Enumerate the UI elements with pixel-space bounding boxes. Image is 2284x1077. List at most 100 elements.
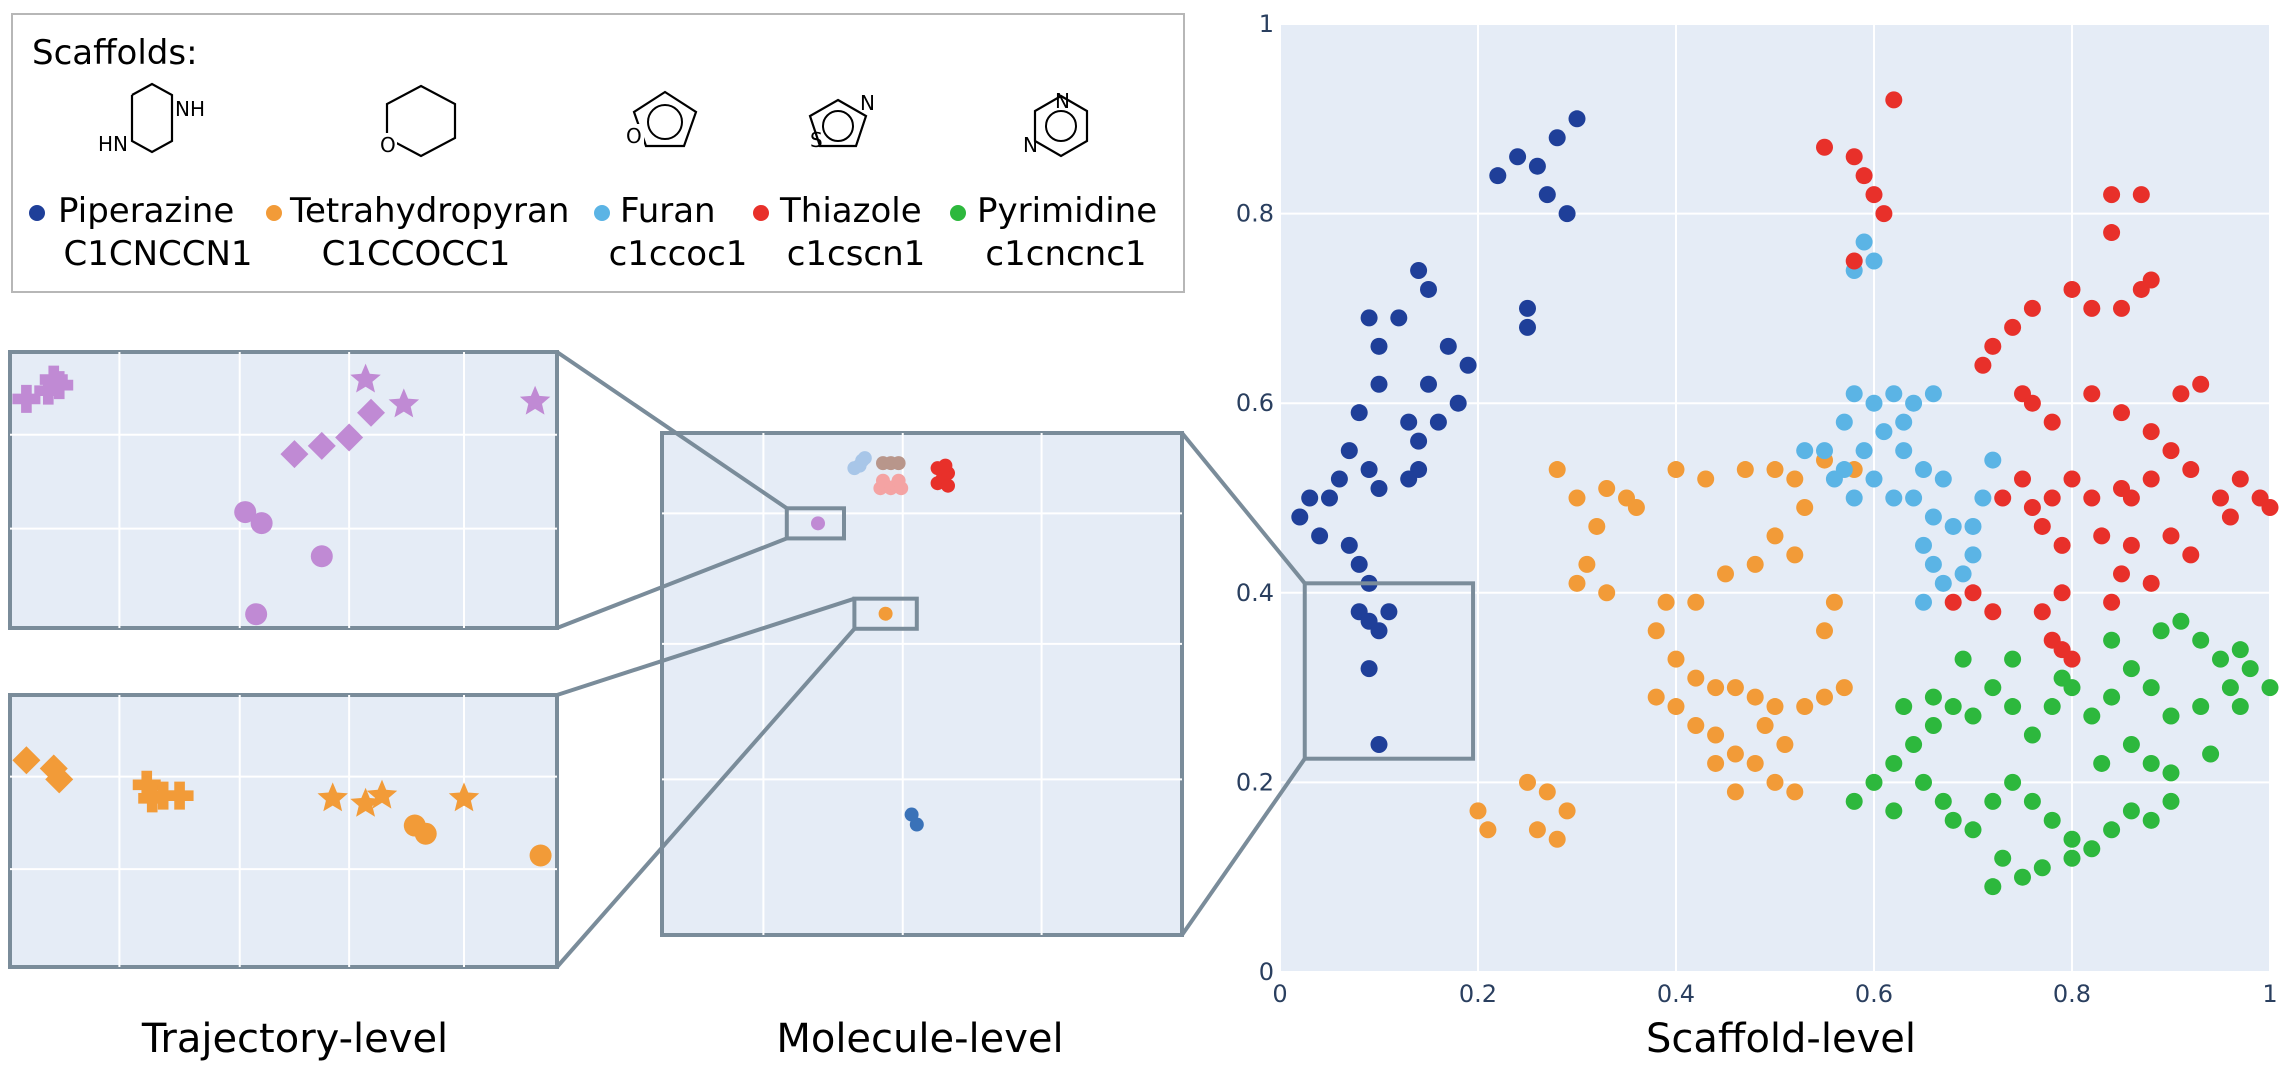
scaffold-point-thiazole <box>2004 318 2022 336</box>
legend-title: Scaffolds: <box>32 33 198 73</box>
scaffold-point-thiazole <box>2103 186 2121 204</box>
scaffold-point-thiazole <box>2142 470 2160 488</box>
trajectory-series-diamond <box>280 398 386 469</box>
scaffold-point-thiazole <box>2172 385 2190 403</box>
molecule-zoom-box <box>784 506 846 541</box>
piperazine-atom-nh: NH <box>175 97 205 121</box>
scaffold-point-piperazine <box>1400 470 1418 488</box>
scaffold-point-thiazole <box>1944 593 1962 611</box>
molecule-plot: Molecule-level <box>660 431 1184 1062</box>
legend-label-tetrahydropyran: Tetrahydropyran <box>289 191 569 231</box>
scaffold-point-pyrimidine <box>1944 811 1962 829</box>
scaffold-point-thiazole <box>2122 536 2140 554</box>
trajectory-diamond-marker <box>357 398 386 427</box>
scaffold-point-thiazole <box>1875 205 1893 223</box>
legend-smiles-furan: c1ccoc1 <box>609 234 748 274</box>
scaffold-point-thiazole <box>2043 489 2061 507</box>
scaffold-point-piperazine <box>1489 167 1507 185</box>
scaffold-y-tick-label: 0.2 <box>1236 768 1274 796</box>
scaffold-point-tetrahydropyran <box>1568 489 1586 507</box>
molecule-cluster-1 <box>876 456 906 471</box>
scaffold-point-furan <box>1924 555 1942 573</box>
scaffold-point-piperazine <box>1301 489 1319 507</box>
legend-label-thiazole: Thiazole <box>779 191 922 231</box>
molecule-cluster-3 <box>930 458 955 493</box>
scaffold-point-pyrimidine <box>1954 650 1972 668</box>
scaffold-point-pyrimidine <box>2172 612 2190 630</box>
molecule-point <box>811 516 825 531</box>
scaffold-plot-background <box>1280 24 2270 972</box>
scaffold-point-piperazine <box>1410 261 1428 279</box>
scaffold-point-piperazine <box>1370 375 1388 393</box>
connector-line <box>555 627 856 969</box>
trajectory-plot-top-frame <box>8 350 559 630</box>
scaffold-point-thiazole <box>2113 299 2130 317</box>
scaffold-point-thiazole <box>2093 527 2111 545</box>
scaffold-point-piperazine <box>1400 413 1418 431</box>
scaffold-point-piperazine <box>1370 622 1388 640</box>
scaffold-point-piperazine <box>1558 205 1576 223</box>
scaffold-point-piperazine <box>1459 356 1477 374</box>
scaffold-point-furan <box>1964 517 1982 535</box>
scaffold-x-tick-label: 0.2 <box>1459 980 1497 1008</box>
trajectory-series-cross <box>12 365 74 413</box>
legend-label-pyrimidine: Pyrimidine <box>977 191 1157 231</box>
scaffold-point-thiazole <box>2014 470 2031 488</box>
scaffold-point-pyrimidine <box>2122 802 2140 820</box>
scaffold-point-thiazole <box>2103 224 2121 242</box>
scaffold-point-pyrimidine <box>2162 764 2180 782</box>
thiazole-atom-n: N <box>860 91 875 115</box>
scaffold-point-pyrimidine <box>1885 802 1903 820</box>
scaffold-point-thiazole <box>2063 650 2081 668</box>
scaffold-point-thiazole <box>2083 489 2101 507</box>
scaffold-point-piperazine <box>1360 461 1378 479</box>
scaffold-series-furan <box>1796 233 2002 611</box>
scaffold-point-thiazole <box>2023 498 2041 516</box>
trajectory-series-diamond <box>12 746 74 794</box>
molecule-point <box>876 473 890 488</box>
molecule-point <box>878 606 893 621</box>
molecule-point <box>938 458 953 473</box>
trajectory-series-cross <box>132 770 194 813</box>
scaffold-point-piperazine <box>1509 148 1527 166</box>
trajectory-cross-marker <box>165 781 194 810</box>
legend-frame <box>11 13 1185 293</box>
scaffold-point-pyrimidine <box>2023 726 2041 744</box>
scaffold-point-thiazole <box>2103 593 2121 611</box>
scaffold-point-piperazine <box>1439 337 1457 355</box>
scaffold-point-pyrimidine <box>2014 868 2031 886</box>
scaffold-point-thiazole <box>1984 337 2002 355</box>
scaffold-point-thiazole <box>2033 603 2051 621</box>
scaffold-point-piperazine <box>1370 337 1388 355</box>
legend-marker-pyrimidine <box>950 205 966 221</box>
pyrimidine-atom-n2: N <box>1023 133 1038 157</box>
trajectory-star-marker <box>350 363 381 393</box>
trajectory-circle-marker <box>529 844 552 867</box>
trajectory-diamond-marker <box>280 440 309 469</box>
scaffold-point-piperazine <box>1449 394 1467 412</box>
scaffold-point-thiazole <box>1994 489 2012 507</box>
scaffold-ticks: 00 0.2 0.2 0.4 0.4 0.6 0.6 0.8 0.8 1 1 <box>1236 10 2278 1008</box>
scaffold-point-tetrahydropyran <box>1687 717 1705 735</box>
scaffold-point-thiazole <box>1845 252 1863 270</box>
piperazine-structure-icon: NH HN <box>98 82 205 156</box>
scaffold-point-thiazole <box>2192 375 2210 393</box>
scaffold-point-pyrimidine <box>2261 679 2279 697</box>
scaffold-point-piperazine <box>1420 280 1437 298</box>
legend-marker-piperazine <box>29 205 45 221</box>
pyrimidine-atom-n1: N <box>1055 89 1070 113</box>
scaffold-points <box>1291 91 2279 896</box>
scaffold-point-thiazole <box>1885 91 1903 109</box>
legend-smiles-tetrahydropyran: C1CCOCC1 <box>322 234 511 274</box>
scaffold-point-pyrimidine <box>2004 773 2022 791</box>
scaffold-x-tick-label: 0.6 <box>1855 980 1893 1008</box>
scaffold-point-tetrahydropyran <box>1726 783 1744 801</box>
scaffold-point-thiazole <box>1845 148 1863 166</box>
scaffold-point-tetrahydropyran <box>1647 688 1665 706</box>
scaffold-point-pyrimidine <box>2162 792 2180 810</box>
scaffold-point-thiazole <box>2142 271 2160 289</box>
scaffold-point-furan <box>1875 423 1893 441</box>
scaffold-point-pyrimidine <box>2202 745 2220 763</box>
scaffold-point-thiazole <box>2033 517 2051 535</box>
scaffold-series-tetrahydropyran <box>1469 451 1863 848</box>
